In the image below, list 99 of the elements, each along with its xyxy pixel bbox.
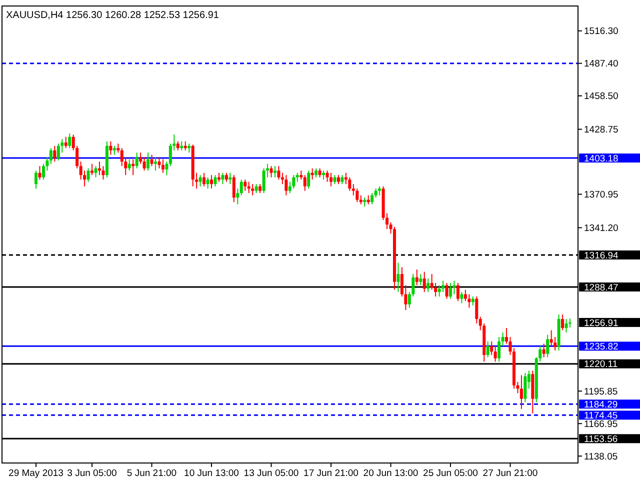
candlestick [292, 174, 296, 190]
candlestick [564, 318, 568, 333]
candlestick [90, 163, 94, 176]
candlestick [142, 156, 146, 172]
candlestick [356, 188, 359, 203]
ref-line-label: 1220.11 [584, 359, 618, 370]
candlestick [64, 136, 68, 149]
chart-title: XAUUSD,H4 1256.30 1260.28 1252.53 1256.91 [6, 10, 220, 21]
candlestick [498, 336, 501, 362]
candlestick [422, 271, 426, 293]
candlestick [150, 154, 154, 167]
candlestick [273, 166, 276, 178]
candlestick [468, 294, 471, 308]
candlestick [109, 140, 112, 156]
candlestick [542, 343, 546, 358]
ref-line-label: 1316.94 [584, 250, 618, 262]
candlestick [38, 166, 42, 180]
candlestick [442, 280, 445, 293]
candlestick [370, 192, 374, 205]
x-tick-label: 29 May 2013 [8, 468, 64, 479]
y-tick-label: 1166.95 [584, 418, 618, 430]
candlestick [456, 282, 460, 302]
x-tick-label: 5 Jun 21:00 [126, 468, 177, 479]
candlestick [277, 166, 280, 180]
candlestick [232, 174, 236, 203]
candlestick [438, 284, 441, 297]
candlestick [236, 188, 240, 205]
candlestick [139, 152, 142, 164]
candlestick [34, 170, 38, 190]
ref-line-label: 1153.56 [584, 434, 618, 445]
candlestick [240, 179, 243, 196]
x-tick-label: 25 Jun 05:00 [423, 468, 478, 479]
y-tick-label: 1138.05 [584, 451, 618, 462]
ref-line-label: 1403.18 [584, 153, 618, 164]
candlestick [221, 172, 224, 185]
candlestick [426, 278, 430, 293]
candlestick [86, 168, 90, 182]
y-tick-label: 1428.75 [584, 124, 618, 136]
candlestick [161, 158, 164, 174]
y-tick-label: 1370.95 [584, 190, 618, 201]
candlestick [158, 156, 161, 169]
y-tick-label: 1458.50 [584, 91, 618, 102]
candlestick [524, 372, 527, 403]
candlestick [284, 174, 288, 196]
candlestick [326, 170, 329, 182]
candlestick [206, 176, 210, 190]
candlestick [475, 296, 478, 324]
candlestick [68, 132, 72, 149]
y-tick-label: 1487.40 [584, 58, 618, 70]
candlestick [210, 174, 214, 190]
x-tick-label: 3 Jun 05:00 [67, 468, 117, 479]
candlestick [262, 168, 266, 194]
candlestick [490, 340, 494, 356]
candlestick [244, 179, 247, 192]
candlestick [154, 156, 157, 172]
candlestick [546, 334, 550, 358]
candlestick [307, 170, 310, 190]
candlestick [505, 327, 508, 344]
candlestick [330, 172, 333, 187]
x-tick-label: 17 Jun 21:00 [304, 468, 358, 479]
candlestick [561, 314, 564, 331]
candlestick [419, 274, 422, 286]
candlestick [449, 282, 452, 300]
candlestick [165, 161, 168, 176]
candlestick [396, 262, 400, 293]
ref-line-label: 1288.47 [584, 282, 618, 294]
candlestick [202, 172, 206, 187]
candlestick [520, 374, 523, 410]
candlestick [53, 145, 56, 162]
x-tick-label: 10 Jun 13:00 [184, 468, 239, 479]
candlestick [303, 174, 306, 192]
candlestick [415, 269, 418, 286]
candlestick [251, 184, 254, 196]
y-tick-label: 1516.30 [584, 26, 618, 38]
x-tick-label: 13 Jun 05:00 [244, 468, 299, 479]
y-tick-label: 1341.20 [584, 223, 618, 234]
candlestick [135, 152, 138, 169]
candlestick [550, 330, 553, 346]
candlestick [494, 345, 497, 362]
candlestick [501, 332, 504, 346]
candlestick [270, 166, 273, 178]
text: 1256.91 [584, 318, 618, 329]
x-tick-label: 20 Jun 13:00 [363, 468, 418, 479]
candlestick [94, 166, 98, 178]
candlestick [198, 174, 202, 187]
candlestick [214, 174, 217, 187]
candlestick [445, 282, 448, 300]
candlestick [348, 176, 352, 192]
candlestick [56, 143, 60, 161]
candlestick [146, 152, 150, 172]
candlestick [128, 158, 131, 172]
ref-line-label: 1235.82 [584, 341, 618, 352]
ref-line-label: 1174.45 [584, 410, 618, 422]
candlestick [486, 340, 490, 358]
x-tick-label: 27 Jun 21:00 [482, 468, 538, 479]
y-tick-label: 1195.85 [584, 386, 618, 398]
candlestick [49, 148, 52, 164]
candlestick [102, 166, 105, 180]
ref-line-label: 1184.29 [584, 399, 618, 410]
